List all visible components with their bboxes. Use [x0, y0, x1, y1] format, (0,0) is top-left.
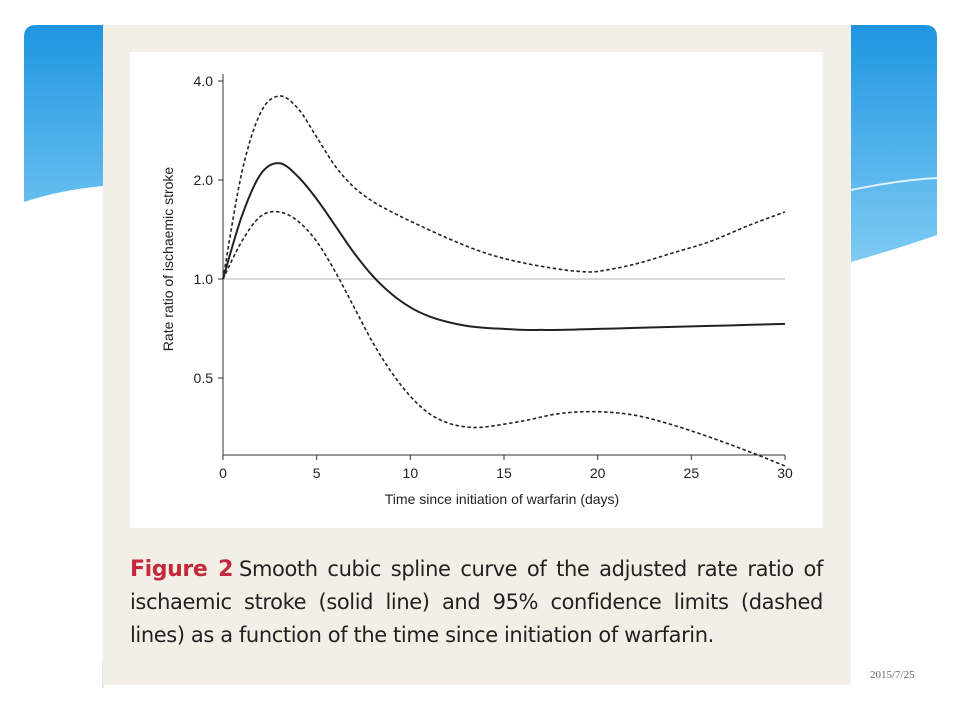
x-tick-label: 25 [684, 465, 700, 481]
x-tick-label: 15 [496, 465, 512, 481]
x-tick-label: 0 [219, 465, 227, 481]
rate-ratio-line [222, 162, 786, 331]
plot-area [130, 52, 823, 528]
x-tick-label: 10 [403, 465, 419, 481]
y-tick-label: 1.0 [194, 271, 214, 287]
slide-date: 2015/7/25 [870, 669, 915, 681]
caption-text: Smooth cubic spline curve of the adjuste… [130, 557, 823, 647]
axes: 0 5 10 15 20 25 30 0.5 1.0 2.0 4.0 [194, 73, 793, 481]
x-tick-label: 5 [313, 465, 321, 481]
lower-confidence-line [222, 210, 786, 467]
series-layer [222, 95, 786, 467]
x-tick-label: 30 [777, 465, 793, 481]
upper-confidence-line [222, 95, 786, 280]
chart: 0 5 10 15 20 25 30 0.5 1.0 2.0 4.0 Rate ratio of i… [160, 73, 793, 507]
x-tick-label: 20 [590, 465, 606, 481]
y-tick-label: 2.0 [194, 172, 214, 188]
figure-label: Figure 2 [130, 557, 234, 582]
banner-wave [850, 177, 938, 191]
x-axis-label: Time since initiation of warfarin (days) [385, 491, 619, 507]
y-tick-label: 0.5 [194, 370, 214, 386]
y-axis-label: Rate ratio of ischaemic stroke [160, 167, 176, 352]
figure-caption: Figure 2 Smooth cubic spline curve of the… [130, 553, 823, 652]
y-tick-label: 4.0 [194, 73, 214, 89]
